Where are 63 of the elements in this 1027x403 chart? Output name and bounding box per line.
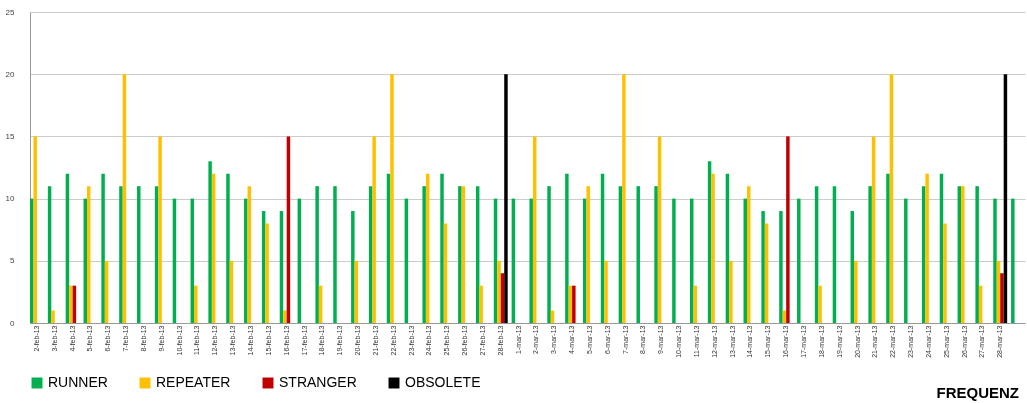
y-tick-label: 25	[5, 7, 16, 17]
bar	[993, 198, 997, 323]
bar	[390, 74, 394, 323]
bar	[1000, 273, 1004, 323]
bar	[818, 285, 822, 323]
bar	[693, 285, 697, 323]
bar	[315, 186, 319, 323]
legend-label: STRANGER	[279, 374, 357, 390]
bar	[33, 136, 37, 323]
bar	[729, 260, 733, 323]
bar	[672, 198, 676, 323]
bar	[226, 173, 230, 323]
bar	[51, 310, 55, 323]
bar	[572, 285, 576, 323]
bar	[622, 74, 626, 323]
bar	[244, 198, 248, 323]
bar	[497, 260, 501, 323]
bar	[761, 211, 765, 323]
bar	[779, 211, 783, 323]
legend-label: OBSOLETE	[405, 374, 481, 390]
legend-label: REPEATER	[156, 374, 231, 390]
bar	[654, 186, 658, 323]
bar	[208, 161, 212, 323]
bar	[372, 136, 376, 323]
bar	[137, 186, 141, 323]
bar	[265, 223, 269, 323]
y-tick-label: 5	[10, 256, 16, 266]
bar	[504, 74, 508, 323]
bar	[711, 173, 715, 323]
y-tick-label: 15	[5, 131, 16, 141]
bar	[868, 186, 872, 323]
bar	[886, 173, 890, 323]
bar	[101, 173, 105, 323]
legend-label: RUNNER	[48, 374, 108, 390]
bar	[158, 136, 162, 323]
bar	[440, 173, 444, 323]
bar	[586, 186, 590, 323]
bar	[604, 260, 608, 323]
bar	[458, 186, 462, 323]
y-tick-label: 10	[5, 194, 16, 204]
bar	[975, 186, 979, 323]
bar	[1011, 198, 1015, 323]
text: FREQUENZ	[936, 384, 1019, 401]
bar	[904, 198, 908, 323]
bar	[961, 186, 965, 323]
bar	[565, 173, 569, 323]
bar	[529, 198, 533, 323]
y-tick-label: 0	[10, 318, 16, 328]
bar	[797, 198, 801, 323]
bar	[283, 310, 287, 323]
bar	[422, 186, 426, 323]
y-tick-label: 20	[5, 69, 16, 79]
bar	[547, 186, 551, 323]
bar	[943, 223, 947, 323]
bar	[119, 186, 123, 323]
bar	[636, 186, 640, 323]
bar	[854, 260, 858, 323]
bar	[786, 136, 790, 323]
bar	[351, 211, 355, 323]
bar	[925, 173, 929, 323]
bar	[69, 285, 73, 323]
bar	[333, 186, 337, 323]
bar	[479, 285, 483, 323]
